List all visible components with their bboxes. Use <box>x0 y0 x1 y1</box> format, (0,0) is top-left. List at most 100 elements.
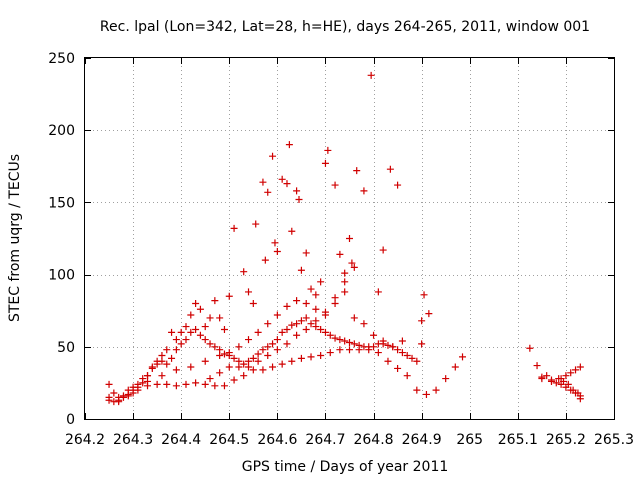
data-point-marker <box>172 382 180 390</box>
data-point-marker <box>177 340 185 348</box>
data-point-marker <box>129 389 137 397</box>
data-point-marker <box>384 357 392 365</box>
data-point-marker <box>317 325 325 333</box>
data-point-marker <box>201 380 209 388</box>
data-point-marker <box>346 235 353 242</box>
data-point-marker <box>245 363 253 371</box>
data-point-marker <box>350 263 358 271</box>
data-point-marker <box>230 354 238 362</box>
data-point-marker <box>293 187 301 195</box>
data-point-marker <box>278 328 286 336</box>
data-point-marker <box>273 247 281 255</box>
y-tick-label: 0 <box>66 412 75 428</box>
y-tick-labels: 0 50 100 150 200 250 <box>48 51 75 428</box>
data-point-marker <box>249 299 257 307</box>
data-point-marker <box>321 159 329 167</box>
data-point-marker <box>177 328 185 336</box>
data-point-marker <box>422 390 430 398</box>
data-point-marker <box>302 299 310 307</box>
x-tick-label: 264.6 <box>257 432 297 448</box>
data-point-marker <box>168 354 176 362</box>
data-point-marker <box>153 360 161 368</box>
data-point-marker <box>264 351 272 359</box>
data-point-marker <box>451 363 459 371</box>
data-point-marker <box>572 366 580 374</box>
data-point-marker <box>552 379 560 387</box>
data-point-marker <box>293 297 301 305</box>
data-point-marker <box>562 372 570 380</box>
data-point-marker <box>574 389 582 397</box>
data-point-marker <box>341 278 349 286</box>
data-point-marker <box>560 377 568 385</box>
x-tick-label: 264.3 <box>113 432 153 448</box>
data-point-marker <box>240 360 248 368</box>
data-point-marker <box>211 343 219 351</box>
data-point-marker <box>341 337 349 345</box>
data-point-marker <box>547 377 555 385</box>
data-point-marker <box>384 341 392 349</box>
data-point-marker <box>331 334 339 342</box>
data-point-marker <box>172 336 180 344</box>
data-point-marker <box>569 386 577 394</box>
data-point-marker <box>576 363 584 371</box>
data-point-marker <box>269 152 277 160</box>
data-point-marker <box>336 346 344 354</box>
data-point-marker <box>341 269 349 277</box>
data-point-marker <box>297 266 305 274</box>
y-tick-label: 50 <box>57 340 75 356</box>
data-point-marker <box>350 314 358 322</box>
data-point-marker <box>413 357 421 365</box>
data-point-marker <box>360 320 368 328</box>
data-point-marker <box>307 353 315 361</box>
data-point-marker <box>297 317 305 325</box>
data-point-marker <box>220 350 228 358</box>
data-point-marker <box>144 377 152 385</box>
data-point-marker <box>526 344 534 352</box>
data-point-marker <box>273 311 281 319</box>
data-point-marker <box>192 325 200 333</box>
data-point-marker <box>269 340 277 348</box>
data-point-marker <box>225 292 233 300</box>
data-point-marker <box>187 328 195 336</box>
data-point-marker <box>124 392 132 400</box>
data-point-marker <box>134 386 142 394</box>
data-point-marker <box>187 311 195 319</box>
x-axis-label: GPS time / Days of year 2011 <box>242 459 449 475</box>
data-point-marker <box>324 146 332 154</box>
data-point-marker <box>259 366 267 374</box>
x-tick-label: 264.2 <box>65 432 105 448</box>
data-point-marker <box>288 321 296 329</box>
data-point-marker <box>346 346 353 354</box>
data-point-marker <box>394 364 402 372</box>
data-point-marker <box>403 372 411 380</box>
data-point-marker <box>459 353 467 361</box>
data-point-marker <box>163 360 171 368</box>
data-point-marker <box>370 343 378 351</box>
data-point-marker <box>379 337 387 345</box>
data-point-marker <box>418 340 426 348</box>
data-point-marker <box>408 354 416 362</box>
data-point-marker <box>336 250 344 258</box>
plot-frame <box>84 57 615 420</box>
data-point-marker <box>206 314 214 322</box>
x-tick-label: 264.7 <box>305 432 345 448</box>
data-point-marker <box>105 380 113 388</box>
data-point-marker <box>403 351 411 359</box>
data-point-marker <box>370 331 378 339</box>
data-point-marker <box>394 181 402 189</box>
data-point-marker <box>192 299 200 307</box>
data-point-marker <box>182 380 190 388</box>
data-point-marker <box>273 336 281 344</box>
data-point-marker <box>182 336 190 344</box>
x-tick-label: 265.1 <box>498 432 538 448</box>
data-point-marker <box>386 165 394 173</box>
data-point-marker <box>192 379 200 387</box>
y-axis-label: STEC from uqrg / TECUs <box>7 154 23 322</box>
data-point-marker <box>163 380 171 388</box>
data-point-marker <box>172 366 180 374</box>
data-point-marker <box>201 357 209 365</box>
data-point-marker <box>273 346 281 354</box>
data-point-marker <box>278 360 286 368</box>
data-point-marker <box>196 305 204 313</box>
x-tick-labels: 264.2 264.3 264.4 264.5 264.6 264.7 264.8 264.9… <box>65 432 634 448</box>
